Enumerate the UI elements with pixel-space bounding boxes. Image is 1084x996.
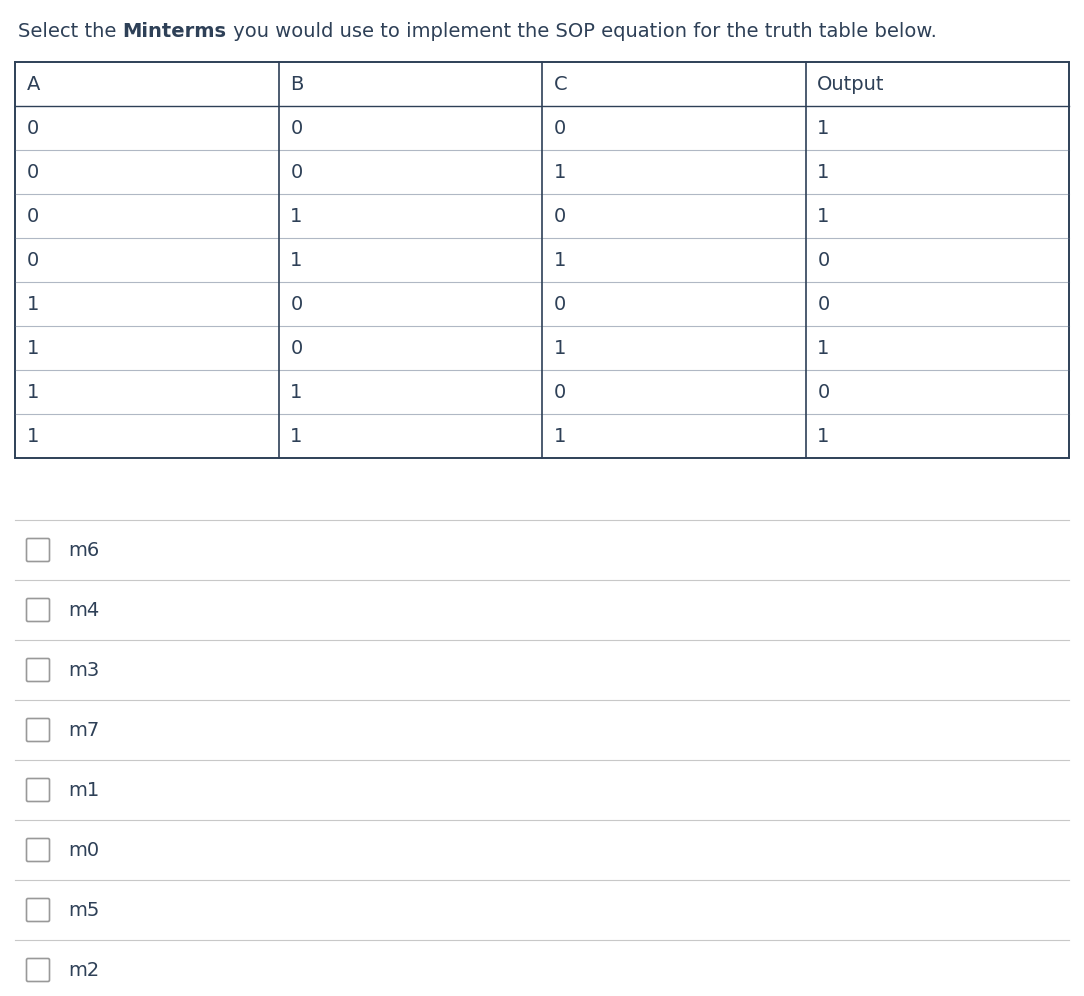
Text: Output: Output — [817, 75, 885, 94]
Text: 0: 0 — [554, 295, 566, 314]
Text: 1: 1 — [817, 339, 829, 358]
Text: 1: 1 — [817, 119, 829, 137]
Text: 1: 1 — [817, 162, 829, 181]
Text: 0: 0 — [27, 251, 39, 270]
FancyBboxPatch shape — [26, 599, 50, 622]
FancyBboxPatch shape — [26, 718, 50, 741]
FancyBboxPatch shape — [26, 779, 50, 802]
Text: 1: 1 — [291, 426, 302, 445]
Text: 0: 0 — [291, 162, 302, 181]
Text: 0: 0 — [291, 295, 302, 314]
Text: 0: 0 — [291, 119, 302, 137]
Text: 1: 1 — [554, 426, 566, 445]
Text: m0: m0 — [68, 841, 99, 860]
Text: 1: 1 — [27, 339, 39, 358]
Text: Minterms: Minterms — [122, 22, 227, 41]
Text: 1: 1 — [554, 251, 566, 270]
Text: 0: 0 — [817, 251, 829, 270]
Text: 1: 1 — [27, 382, 39, 401]
Text: 0: 0 — [817, 295, 829, 314]
Text: 1: 1 — [291, 382, 302, 401]
Text: 0: 0 — [554, 119, 566, 137]
Text: 1: 1 — [817, 426, 829, 445]
Text: 0: 0 — [27, 206, 39, 225]
Bar — [15, 62, 1069, 458]
Text: A: A — [27, 75, 40, 94]
Text: 0: 0 — [27, 119, 39, 137]
Text: m3: m3 — [68, 660, 100, 679]
Text: 0: 0 — [291, 339, 302, 358]
Text: m6: m6 — [68, 541, 100, 560]
Text: 1: 1 — [817, 206, 829, 225]
Text: 1: 1 — [554, 339, 566, 358]
Text: 1: 1 — [27, 295, 39, 314]
Text: you would use to implement the SOP equation for the truth table below.: you would use to implement the SOP equat… — [227, 22, 937, 41]
FancyBboxPatch shape — [26, 958, 50, 981]
Text: m5: m5 — [68, 900, 100, 919]
Text: 1: 1 — [291, 251, 302, 270]
Text: 0: 0 — [817, 382, 829, 401]
Text: B: B — [291, 75, 304, 94]
Text: m7: m7 — [68, 720, 100, 739]
Text: Select the: Select the — [18, 22, 122, 41]
Text: 0: 0 — [554, 206, 566, 225]
FancyBboxPatch shape — [26, 898, 50, 921]
Text: 0: 0 — [554, 382, 566, 401]
Text: 1: 1 — [554, 162, 566, 181]
FancyBboxPatch shape — [26, 539, 50, 562]
Text: m2: m2 — [68, 960, 100, 979]
Text: m4: m4 — [68, 601, 100, 620]
Text: 0: 0 — [27, 162, 39, 181]
FancyBboxPatch shape — [26, 839, 50, 862]
Text: 1: 1 — [291, 206, 302, 225]
Text: C: C — [554, 75, 568, 94]
Text: 1: 1 — [27, 426, 39, 445]
FancyBboxPatch shape — [26, 658, 50, 681]
Text: m1: m1 — [68, 781, 100, 800]
